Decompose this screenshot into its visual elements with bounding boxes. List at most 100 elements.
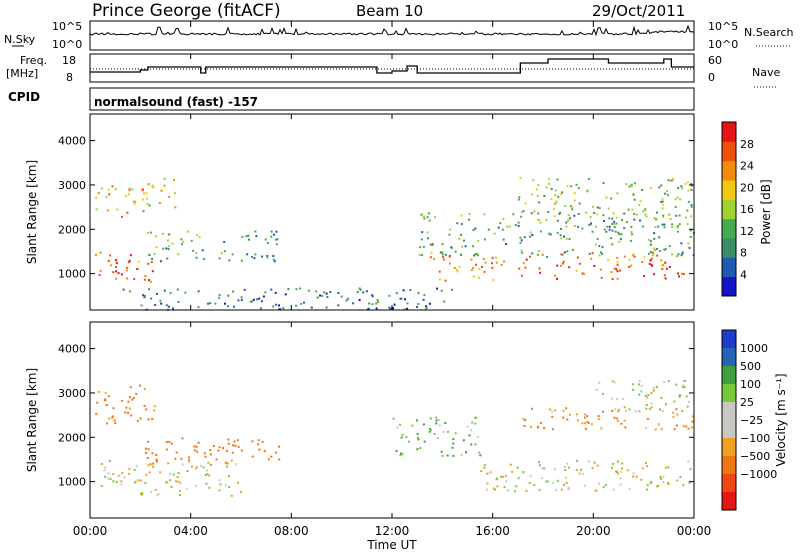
data-cell-power-9 — [122, 288, 125, 291]
data-cell-power-6 — [448, 228, 451, 231]
data-cell-power-8 — [684, 182, 687, 185]
data-cell-power-6 — [477, 239, 480, 242]
data-cell-power-1 — [95, 208, 98, 211]
data-cell-power-2 — [152, 186, 155, 189]
data-cell-power-8 — [666, 190, 668, 193]
data-cell-power-6 — [484, 238, 486, 241]
data-cell-velocity-5 — [586, 415, 589, 418]
data-cell-power-6 — [539, 221, 542, 224]
data-cell-power-9 — [264, 291, 267, 294]
data-cell-velocity-2 — [219, 483, 222, 486]
data-cell-velocity-5 — [682, 425, 685, 428]
data-cell-velocity-4 — [628, 488, 631, 491]
data-cell-power-6 — [611, 217, 614, 220]
data-cell-power-0 — [115, 277, 118, 280]
data-cell-power-6 — [497, 226, 500, 229]
data-cell-power-5 — [491, 266, 494, 269]
data-cell-velocity-0 — [124, 411, 127, 414]
data-cell-velocity-4 — [583, 484, 586, 487]
data-cell-power-7 — [650, 257, 653, 260]
data-cell-power-9 — [358, 299, 361, 301]
data-cell-power-1 — [141, 198, 144, 201]
data-cell-power-9 — [310, 306, 313, 309]
data-cell-velocity-0 — [128, 396, 131, 399]
data-cell-power-9 — [356, 291, 359, 294]
data-cell-velocity-0 — [151, 417, 154, 420]
data-cell-power-8 — [687, 200, 690, 203]
ytick-label-3: 4000 — [58, 135, 86, 148]
data-cell-power-8 — [602, 182, 605, 185]
x-axis-label: Time UT — [366, 538, 417, 552]
data-cell-power-8 — [573, 199, 576, 202]
data-cell-power-8 — [653, 217, 656, 220]
data-cell-velocity-3 — [399, 423, 402, 426]
data-cell-velocity-2 — [134, 480, 137, 483]
data-cell-velocity-1 — [155, 458, 158, 461]
data-cell-power-6 — [519, 236, 522, 239]
data-cell-velocity-2 — [235, 463, 238, 466]
velocity-colorbar-swatch — [722, 384, 736, 403]
data-cell-velocity-0 — [132, 397, 135, 399]
velocity-y-axis: 1000 2000 3000 4000 — [58, 343, 694, 489]
xtick-label-5: 20:00 — [576, 524, 611, 538]
data-cell-velocity-4 — [602, 486, 605, 489]
data-cell-velocity-2 — [227, 475, 230, 478]
data-cell-velocity-4 — [676, 479, 679, 482]
data-cell-power-3 — [165, 247, 168, 250]
data-cell-power-8 — [632, 193, 635, 196]
data-cell-power-3 — [162, 247, 165, 250]
data-cell-power-5 — [470, 258, 473, 261]
data-cell-velocity-1 — [156, 460, 158, 463]
data-cell-velocity-2 — [187, 460, 190, 463]
data-cell-power-3 — [149, 231, 152, 234]
data-cell-power-8 — [672, 177, 675, 180]
data-cell-power-8 — [644, 209, 647, 212]
data-cell-velocity-4 — [619, 471, 622, 473]
power-colorbar-swatch — [722, 160, 736, 181]
data-cell-power-6 — [618, 233, 621, 236]
beam-title: Beam 10 — [356, 2, 423, 20]
data-cell-velocity-3 — [468, 434, 471, 437]
data-cell-velocity-1 — [240, 449, 243, 452]
data-cell-power-9 — [256, 298, 258, 301]
data-cell-velocity-1 — [181, 437, 184, 440]
data-cell-power-9 — [278, 308, 280, 311]
data-cell-velocity-4 — [587, 460, 590, 463]
data-cell-velocity-3 — [422, 423, 425, 426]
data-cell-velocity-4 — [513, 490, 516, 493]
data-cell-velocity-3 — [437, 419, 440, 421]
data-cell-power-6 — [663, 223, 666, 226]
data-cell-velocity-4 — [552, 481, 555, 484]
data-cell-velocity-6 — [611, 380, 614, 383]
cpid-label: CPID — [8, 90, 40, 104]
data-cell-velocity-4 — [504, 475, 507, 478]
ytick-label-1: 2000 — [58, 431, 86, 444]
velocity-colorbar-label: Velocity [m s⁻¹] — [774, 373, 788, 466]
data-cell-power-3 — [202, 258, 205, 260]
power-colorbar-tick-6: 4 — [740, 268, 747, 281]
data-cell-power-8 — [635, 213, 638, 216]
data-cell-velocity-0 — [147, 418, 150, 421]
data-cell-power-6 — [598, 245, 601, 248]
data-cell-power-6 — [448, 233, 451, 236]
data-cell-power-8 — [585, 190, 588, 193]
data-cell-power-9 — [282, 307, 285, 310]
data-cell-power-8 — [655, 211, 658, 214]
data-cell-power-9 — [270, 288, 273, 291]
data-cell-power-6 — [563, 235, 565, 238]
data-cell-power-0 — [150, 261, 153, 264]
data-cell-power-7 — [560, 264, 562, 267]
data-cell-power-8 — [660, 184, 663, 187]
data-cell-velocity-4 — [687, 460, 690, 463]
data-cell-velocity-6 — [632, 388, 635, 391]
data-cell-velocity-5 — [581, 422, 584, 425]
data-cell-power-6 — [615, 222, 618, 225]
data-cell-velocity-3 — [471, 421, 474, 424]
data-cell-velocity-2 — [152, 465, 155, 468]
data-cell-power-8 — [678, 214, 681, 217]
data-cell-power-8 — [661, 200, 664, 203]
data-cell-velocity-4 — [621, 462, 624, 465]
data-cell-power-3 — [181, 243, 183, 246]
power-colorbar-swatch — [722, 257, 736, 278]
data-cell-power-7 — [633, 255, 636, 258]
